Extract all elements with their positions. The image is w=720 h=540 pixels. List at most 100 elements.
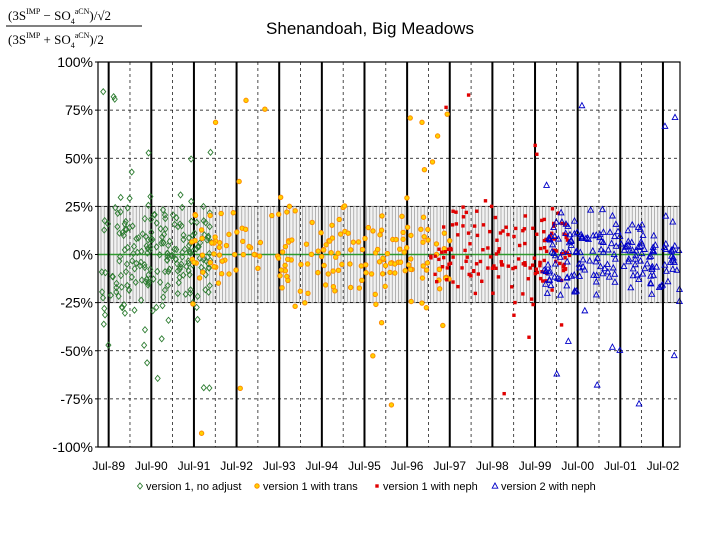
data-point-circle [234,229,240,235]
data-point-circle [219,258,225,264]
data-point-diamond [117,193,124,202]
data-point-diamond [153,303,160,312]
data-point-circle [402,267,408,274]
data-point-circle [397,259,404,265]
data-point-diamond [185,267,192,275]
data-point-diamond [112,203,119,212]
data-point-diamond [186,247,193,255]
data-point-circle [297,288,303,294]
data-point-circle [350,239,357,245]
data-point-triangle [624,237,632,245]
data-point-diamond [158,335,165,343]
data-point-circle [362,235,368,242]
x-tick-label: Jul-94 [306,459,339,473]
data-point-circle [309,219,315,226]
data-point-triangle [559,248,567,256]
data-point-diamond [193,245,200,253]
data-point-circle [436,266,443,273]
data-point-diamond [206,384,213,392]
data-point-diamond [137,258,145,266]
data-point-diamond [206,222,213,231]
data-point-diamond [165,267,172,276]
data-point-diamond [144,249,151,257]
data-point-circle [404,224,411,230]
data-point-circle [254,483,260,489]
formula-numerator: (3SIMP − SO4aCN)/√2 [8,7,111,26]
data-point-diamond [178,222,185,230]
data-point-square [542,238,547,243]
data-point-triangle [604,245,612,253]
data-point-circle [284,209,290,215]
data-point-circle [399,213,405,220]
data-point-circle [336,216,342,223]
data-point-square [542,217,546,222]
data-point-diamond [202,219,209,227]
data-point-diamond [180,231,187,239]
data-point-square [488,229,492,234]
x-tick-label: Jul-99 [519,459,552,473]
data-point-circle [308,251,315,258]
data-point-square [558,261,562,266]
data-point-triangle [608,211,617,219]
data-point-triangle [633,270,641,278]
data-point-triangle [621,243,629,250]
data-point-diamond [173,245,180,254]
data-point-triangle [612,220,620,227]
data-point-circle [380,255,386,262]
data-point-triangle [587,206,595,213]
data-point-triangle [647,272,655,279]
legend: version 1, no adjust version 1 with trans… [136,481,596,493]
data-point-circle [400,229,406,236]
data-point-square [527,335,531,339]
x-tick-label: Jul-91 [178,459,211,473]
data-point-circle [226,271,232,277]
data-point-diamond [124,204,131,212]
data-point-triangle [608,239,616,247]
data-point-circle [315,269,321,276]
data-point-diamond [166,265,173,273]
data-point-square [440,265,445,269]
data-point-circle [345,230,351,236]
data-point-diamond [179,248,186,257]
legend-label: version 1 with trans [263,481,358,493]
data-point-circle [441,230,448,236]
data-point-square [443,250,448,254]
x-tick-label: Jul-97 [433,459,466,473]
data-point-diamond [129,222,136,230]
data-point-diamond [206,281,213,290]
data-point-diamond [122,267,130,276]
data-point-circle [421,167,428,173]
data-point-triangle [611,255,619,262]
data-point-triangle [567,241,575,248]
data-point-square [499,260,503,264]
data-point-diamond [162,225,169,233]
data-point-triangle [549,240,557,248]
data-point-diamond [126,224,133,232]
data-point-diamond [174,289,181,298]
data-point-diamond [189,231,196,239]
data-point-square [435,279,439,284]
data-point-circle [444,111,450,117]
data-point-square [491,291,495,295]
data-point-triangle [609,263,617,271]
data-point-diamond [130,242,138,251]
data-point-circle [303,241,310,247]
data-point-circle [323,242,329,248]
data-point-triangle [592,257,600,265]
data-point-triangle [667,246,676,253]
data-point-triangle [667,258,675,265]
data-point-triangle [581,306,589,314]
data-point-triangle [662,212,670,219]
data-point-circle [286,203,293,210]
data-point-triangle [617,239,625,247]
data-point-square [535,232,539,236]
data-point-triangle [551,272,559,280]
data-point-diamond [121,309,129,317]
data-point-triangle [658,281,667,288]
data-point-diamond [154,374,161,383]
data-point-diamond [171,220,178,229]
data-point-triangle [604,267,612,275]
data-point-circle [393,236,399,243]
data-point-diamond [149,235,156,244]
data-point-circle [363,270,369,276]
